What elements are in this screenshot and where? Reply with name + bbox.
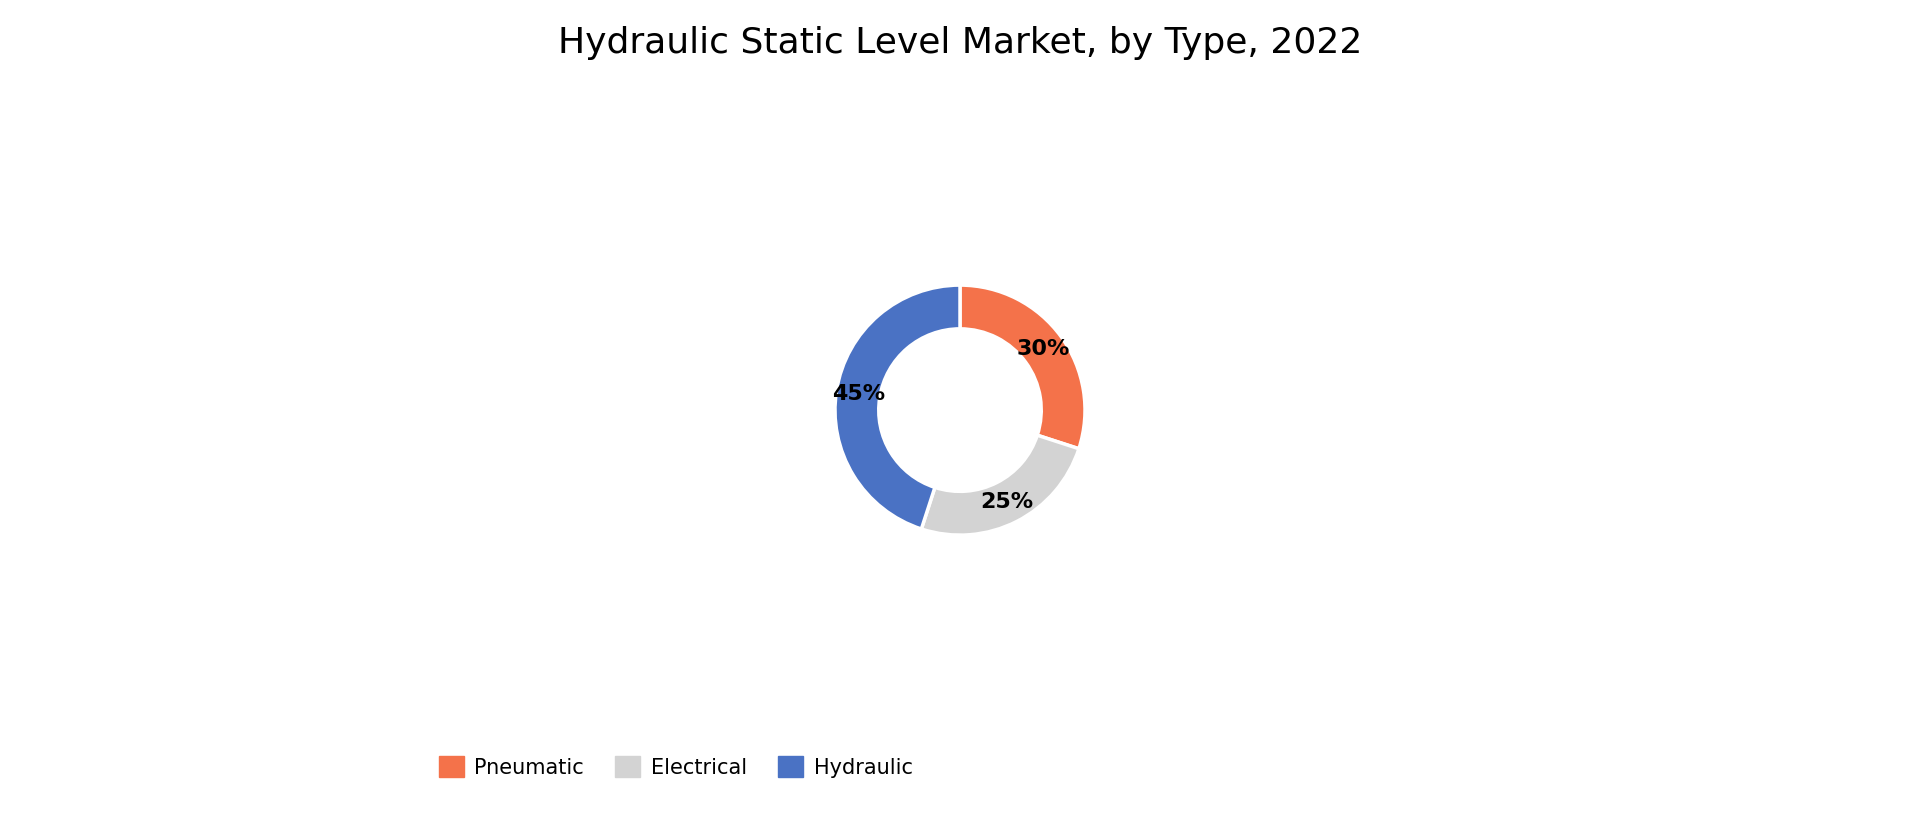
Title: Hydraulic Static Level Market, by Type, 2022: Hydraulic Static Level Market, by Type, … [559,25,1361,60]
Text: 45%: 45% [831,384,885,404]
Legend: Pneumatic, Electrical, Hydraulic: Pneumatic, Electrical, Hydraulic [430,748,922,786]
Text: 30%: 30% [1018,339,1069,359]
Wedge shape [960,285,1085,449]
Text: 25%: 25% [981,492,1033,512]
Wedge shape [835,285,960,529]
Wedge shape [922,435,1079,535]
